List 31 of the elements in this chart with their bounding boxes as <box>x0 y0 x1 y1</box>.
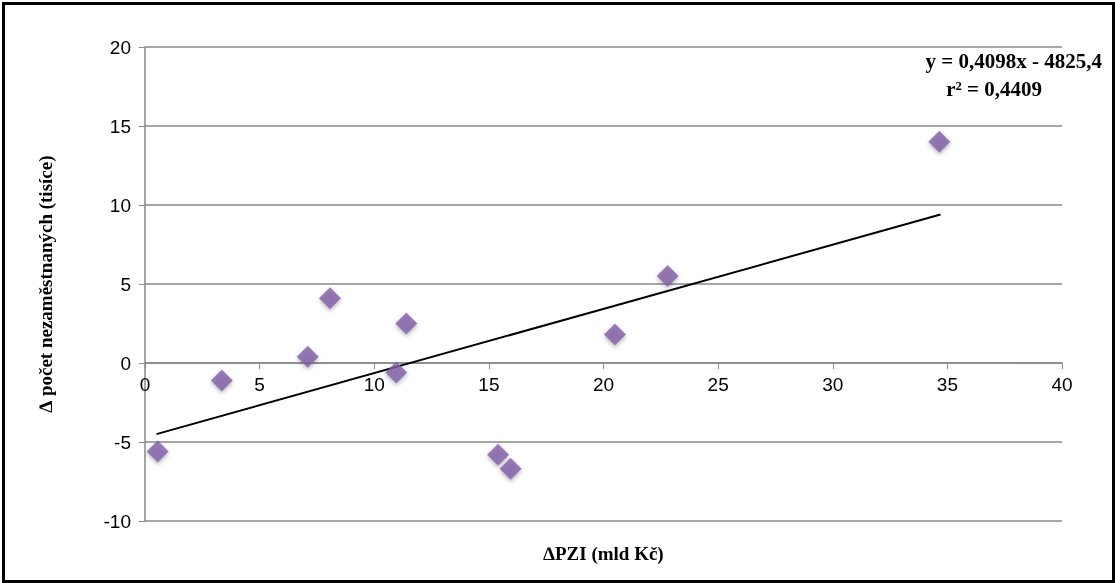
y-tick-label: 15 <box>109 115 131 137</box>
x-tick-label: 40 <box>1051 374 1073 395</box>
point <box>603 323 626 346</box>
annotation: y = 0,4098x - 4825,4 <box>925 48 1103 73</box>
point <box>385 361 408 384</box>
x-tick-label: 5 <box>254 374 265 395</box>
point <box>210 369 233 392</box>
point <box>499 457 522 480</box>
y-axis-title: ∆ počet nezaměstnaných (tisíce) <box>35 155 57 413</box>
x-tick-label: 20 <box>592 374 615 395</box>
point <box>296 345 319 368</box>
point <box>146 440 169 463</box>
y-tick-label: -10 <box>103 510 131 532</box>
x-tick-label: 10 <box>363 374 385 395</box>
x-tick-label: 15 <box>478 374 500 395</box>
y-tick-label: 0 <box>120 352 131 374</box>
y-tick-label: 10 <box>109 194 131 216</box>
annotation: r² = 0,4409 <box>946 76 1043 101</box>
x-axis-title: ∆PZI (mld Kč) <box>543 542 664 565</box>
point <box>395 312 418 335</box>
y-tick-label: -5 <box>114 431 131 453</box>
x-tick-label: 30 <box>822 374 844 395</box>
y-tick-label: 5 <box>120 273 131 295</box>
y-tick-label: 20 <box>109 36 131 58</box>
point <box>928 130 951 153</box>
x-tick-label: 0 <box>139 374 151 395</box>
x-tick-label: 25 <box>707 374 729 395</box>
point <box>319 287 341 310</box>
point <box>656 265 679 288</box>
point <box>487 443 510 466</box>
x-tick-label: 35 <box>936 374 958 395</box>
